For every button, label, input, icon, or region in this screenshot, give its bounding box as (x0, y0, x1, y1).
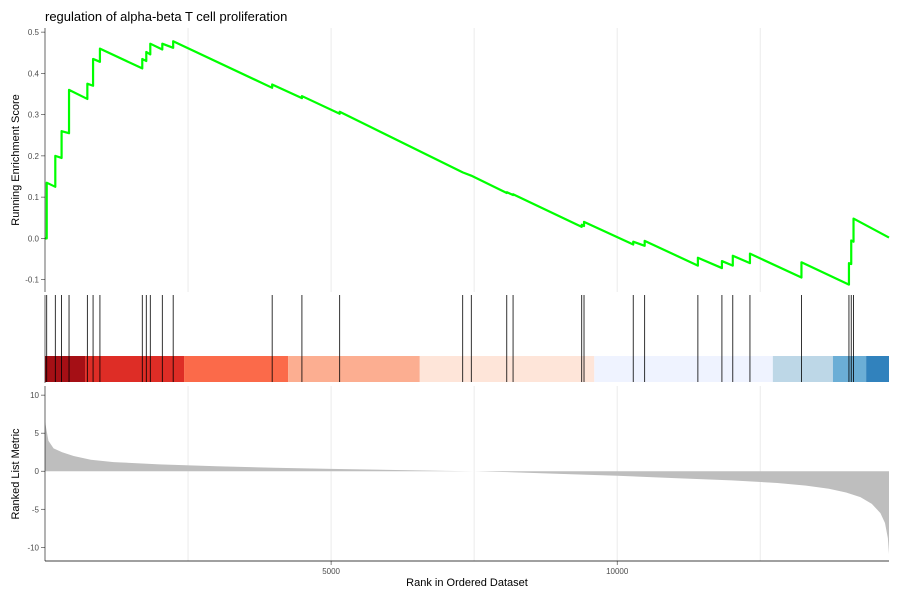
rank-color-band (832, 356, 867, 382)
enrichment-y-tick-label: 0.5 (28, 28, 40, 37)
enrichment-score-line (45, 40, 890, 286)
ranked-list-area (45, 421, 889, 555)
rank-color-band (45, 356, 86, 382)
enrichment-y-tick-label: 0.4 (28, 69, 40, 78)
rank-color-band (85, 356, 185, 382)
x-axis-label: Rank in Ordered Dataset (406, 577, 528, 589)
ranked-list-y-tick-label: -10 (27, 543, 39, 552)
ranked-list-y-ticks: -10 -5 0 5 10 (27, 391, 45, 552)
rank-color-band (288, 356, 420, 382)
enrichment-y-tick-label: 0.3 (28, 111, 40, 120)
ranked-list-y-tick-label: 0 (35, 467, 40, 476)
enrichment-y-tick-label: 0.1 (28, 193, 40, 202)
enrichment-score-panel: -0.1 0.0 0.1 0.2 0.3 0.4 0.5 Running Enrichmen… (10, 28, 890, 292)
enrichment-grid (187, 28, 761, 292)
ranked-list-y-tick-label: 10 (30, 391, 39, 400)
x-axis-tick-label: 5000 (322, 567, 340, 576)
chart-title: regulation of alpha-beta T cell prolifer… (45, 9, 287, 24)
rank-color-band (866, 356, 889, 382)
ranked-list-y-axis-label: Ranked List Metric (10, 428, 22, 520)
ranked-list-y-tick-label: -5 (32, 505, 40, 514)
x-axis-ticks: 5000 10000 (322, 561, 629, 576)
rank-color-band (184, 356, 289, 382)
gene-hit-ticks (46, 295, 854, 382)
enrichment-y-axis-label: Running Enrichment Score (10, 94, 22, 225)
ranked-list-panel: -10 -5 0 5 10 5000 10000 Ranked List Metric R… (10, 386, 889, 589)
rank-color-band (772, 356, 833, 382)
x-axis-tick-label: 10000 (606, 567, 629, 576)
rank-color-bar (45, 356, 889, 382)
ranked-list-y-tick-label: 5 (35, 429, 40, 438)
enrichment-y-tick-label: 0.0 (28, 234, 40, 243)
rank-color-band (594, 356, 773, 382)
enrichment-y-tick-label: 0.2 (28, 152, 40, 161)
enrichment-y-tick-label: -0.1 (25, 276, 39, 285)
hits-panel (44, 295, 889, 383)
enrichment-y-ticks: -0.1 0.0 0.1 0.2 0.3 0.4 0.5 (25, 28, 45, 285)
